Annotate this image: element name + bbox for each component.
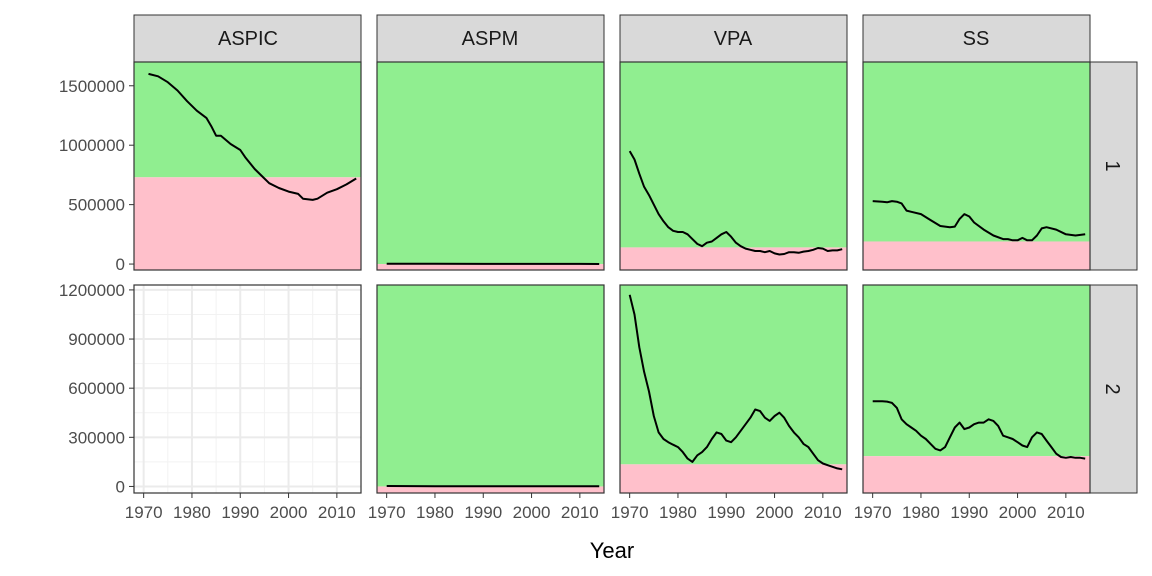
x-tick-label: 2000 bbox=[756, 503, 794, 522]
strip-box-ss bbox=[862, 14, 1091, 63]
panel-border bbox=[619, 61, 848, 271]
x-tick-label: 1970 bbox=[125, 503, 163, 522]
x-tick-label: 1980 bbox=[902, 503, 940, 522]
y-tick-label: 0 bbox=[116, 477, 125, 496]
y-tick-label: 500000 bbox=[68, 196, 125, 215]
panel-aspm-1 bbox=[376, 61, 605, 271]
strip-labels: ASPIC ASPM VPA SS 1 2 bbox=[218, 28, 1123, 395]
x-tick-label: 1990 bbox=[707, 503, 745, 522]
below-threshold-zone bbox=[377, 486, 604, 493]
x-tick-label: 2010 bbox=[1047, 503, 1085, 522]
panel-vpa-2 bbox=[619, 284, 848, 494]
strip-label-ss: SS bbox=[963, 28, 990, 50]
strip-label-row-1: 1 bbox=[1101, 160, 1123, 171]
x-tick-label: 2010 bbox=[561, 503, 599, 522]
panel-aspm-2 bbox=[376, 284, 605, 494]
x-tick-label: 1970 bbox=[368, 503, 406, 522]
x-tick-label: 1980 bbox=[416, 503, 454, 522]
below-threshold-zone bbox=[134, 177, 361, 270]
y-tick-label: 1000000 bbox=[59, 136, 125, 155]
panel-border bbox=[133, 61, 362, 271]
series-line bbox=[628, 150, 843, 256]
x-tick-label: 1990 bbox=[464, 503, 502, 522]
panel-border bbox=[133, 284, 362, 494]
above-threshold-zone bbox=[377, 285, 604, 487]
above-threshold-zone bbox=[620, 62, 847, 248]
panel-ss-2 bbox=[862, 284, 1091, 494]
strip-label-aspic: ASPIC bbox=[218, 28, 278, 50]
panel-border bbox=[376, 61, 605, 271]
x-tick-label: 1990 bbox=[221, 503, 259, 522]
x-tick-label: 1980 bbox=[173, 503, 211, 522]
panel-ss-1 bbox=[862, 61, 1091, 271]
strip-box-vpa bbox=[619, 14, 848, 63]
panel-border bbox=[862, 61, 1091, 271]
panel-border bbox=[376, 284, 605, 494]
series-line bbox=[872, 200, 1086, 242]
x-tick-label: 2000 bbox=[999, 503, 1037, 522]
x-axis-title: Year bbox=[590, 538, 634, 563]
x-tick-label: 2010 bbox=[804, 503, 842, 522]
x-tick-label: 1970 bbox=[854, 503, 892, 522]
series-line bbox=[872, 400, 1086, 460]
above-threshold-zone bbox=[863, 62, 1090, 242]
strip-box-aspm bbox=[376, 14, 605, 63]
panel-vpa-1 bbox=[619, 61, 848, 271]
strip-label-vpa: VPA bbox=[714, 28, 753, 50]
x-tick-label: 1990 bbox=[950, 503, 988, 522]
x-tick-label: 1980 bbox=[659, 503, 697, 522]
x-tick-label: 2000 bbox=[270, 503, 308, 522]
x-tick-label: 1970 bbox=[611, 503, 649, 522]
y-tick-label: 600000 bbox=[68, 379, 125, 398]
strip-label-aspm: ASPM bbox=[462, 28, 519, 50]
below-threshold-zone bbox=[863, 241, 1090, 270]
strip-label-row-2: 2 bbox=[1101, 383, 1123, 394]
strip-box-row-1 bbox=[1089, 61, 1138, 271]
series-line bbox=[628, 294, 843, 471]
panel-aspic-2 bbox=[133, 284, 362, 494]
y-tick-label: 300000 bbox=[68, 428, 125, 447]
y-tick-label: 900000 bbox=[68, 330, 125, 349]
below-threshold-zone bbox=[863, 456, 1090, 493]
strip-box-aspic bbox=[133, 14, 362, 63]
below-threshold-zone bbox=[620, 464, 847, 493]
series-line bbox=[148, 72, 357, 201]
above-threshold-zone bbox=[377, 62, 604, 265]
y-tick-label: 1500000 bbox=[59, 77, 125, 96]
below-threshold-zone bbox=[377, 264, 604, 270]
panel-border bbox=[862, 284, 1091, 494]
strip-box-row-2 bbox=[1089, 284, 1138, 494]
panel-border bbox=[619, 284, 848, 494]
x-tick-label: 2000 bbox=[513, 503, 551, 522]
x-tick-label: 2010 bbox=[318, 503, 356, 522]
y-tick-label: 0 bbox=[116, 255, 125, 274]
y-tick-label: 1200000 bbox=[59, 281, 125, 300]
above-threshold-zone bbox=[620, 285, 847, 465]
above-threshold-zone bbox=[863, 285, 1090, 457]
above-threshold-zone bbox=[134, 62, 361, 178]
panel-aspic-1 bbox=[133, 61, 362, 271]
